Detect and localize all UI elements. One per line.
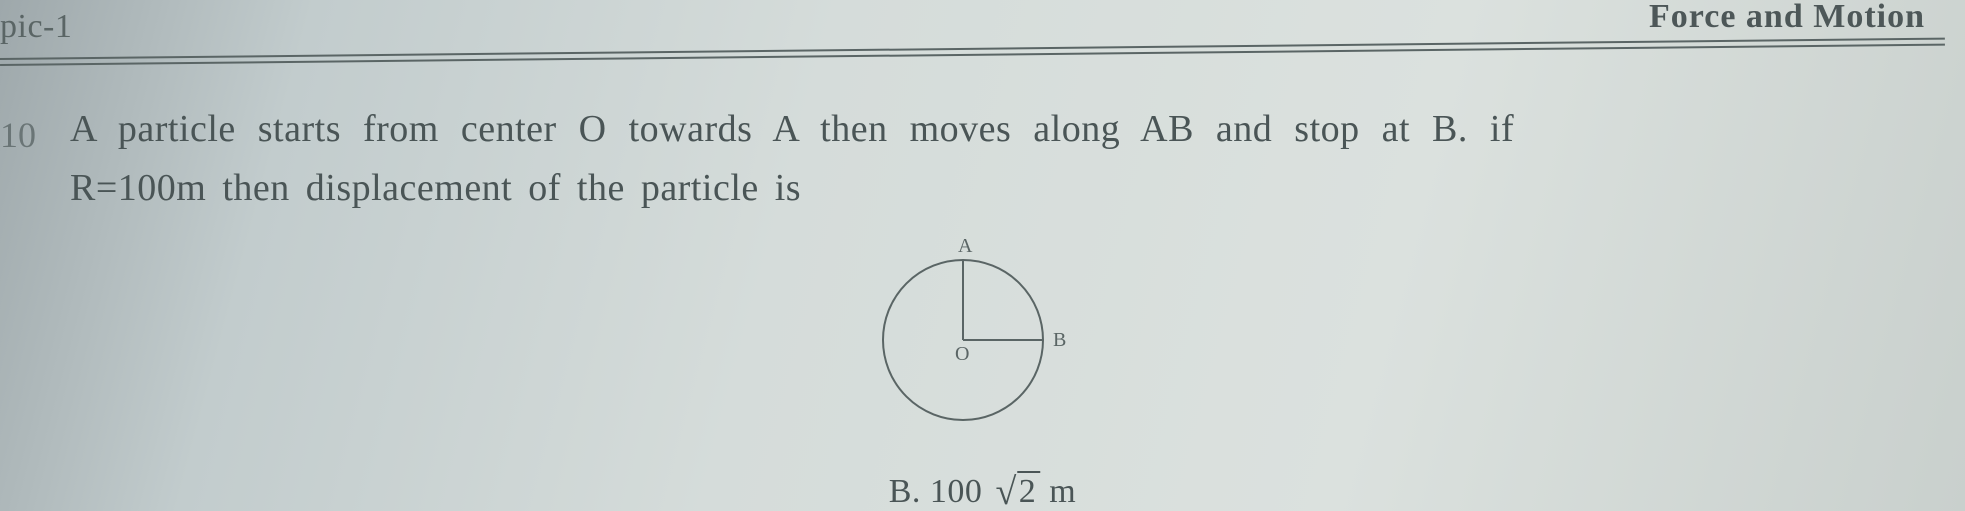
topic-label: pic-1 <box>0 8 72 46</box>
option-b-unit: m <box>1040 473 1076 510</box>
chapter-title: Force and Motion <box>1649 0 1925 36</box>
option-b: B. 100 √2 m <box>889 470 1077 511</box>
question-block: 10 A particle starts from center O towar… <box>0 100 1925 218</box>
label-a: A <box>958 235 973 257</box>
label-b: B <box>1053 329 1066 351</box>
question-text: A particle starts from center O towards … <box>70 100 1925 218</box>
question-number: 10 <box>0 114 36 156</box>
label-o: O <box>955 343 969 365</box>
option-b-prefix: B. 100 <box>889 473 992 510</box>
question-line-1: A particle starts from center O towards … <box>70 100 1925 159</box>
radicand: 2 <box>1017 471 1041 510</box>
sqrt-icon: √2 <box>991 470 1040 511</box>
page: pic-1 Force and Motion 10 A particle sta… <box>0 0 1965 511</box>
circle-figure: A B O <box>843 230 1123 430</box>
question-line-2: R=100m then displacement of the particle… <box>70 159 1925 218</box>
